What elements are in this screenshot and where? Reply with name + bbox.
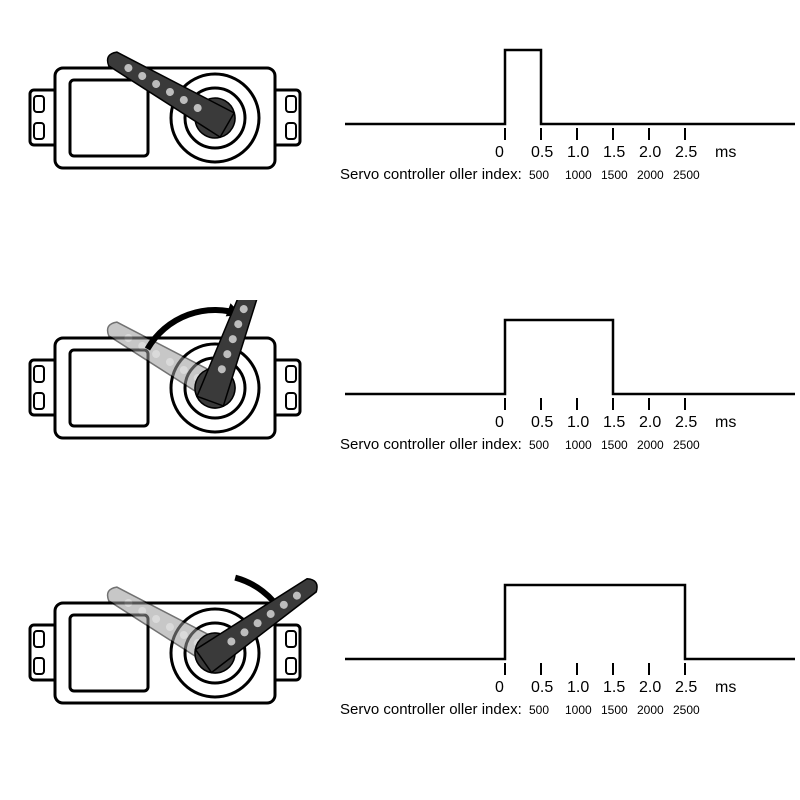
index-label: 2000 (637, 703, 664, 717)
tick-label: 1.5 (603, 679, 625, 697)
tick-label: 1.0 (567, 679, 589, 697)
servo-illustration (20, 565, 330, 765)
tick-label: 0.5 (531, 144, 553, 162)
index-label: 2500 (673, 168, 700, 182)
tick-label: 1.5 (603, 414, 625, 432)
index-label: 2500 (673, 703, 700, 717)
tick-label: 2.0 (639, 679, 661, 697)
tick-label: 2.0 (639, 414, 661, 432)
tick-label: 1.0 (567, 144, 589, 162)
tick-label: 1.5 (603, 144, 625, 162)
index-label: 500 (529, 703, 549, 717)
index-label: 1500 (601, 703, 628, 717)
index-label: 1500 (601, 168, 628, 182)
tick-label: 2.5 (675, 679, 697, 697)
diagram-row: 0 0.5 1.0 1.5 2.0 2.5 ms Servo controller oller… (0, 545, 800, 775)
index-label: 1000 (565, 438, 592, 452)
servo-illustration (20, 300, 330, 500)
servo-illustration (20, 30, 330, 230)
index-caption: Servo controller oller index: (340, 436, 522, 453)
index-label: 2000 (637, 438, 664, 452)
index-label: 2000 (637, 168, 664, 182)
unit-label: ms (715, 144, 736, 162)
index-caption: Servo controller oller index: (340, 166, 522, 183)
tick-label: 0 (495, 414, 504, 432)
tick-label: 2.5 (675, 414, 697, 432)
index-label: 2500 (673, 438, 700, 452)
tick-label: 0 (495, 144, 504, 162)
tick-label: 0 (495, 679, 504, 697)
index-label: 1000 (565, 168, 592, 182)
tick-label: 2.5 (675, 144, 697, 162)
unit-label: ms (715, 414, 736, 432)
tick-label: 0.5 (531, 414, 553, 432)
tick-label: 0.5 (531, 679, 553, 697)
index-caption: Servo controller oller index: (340, 701, 522, 718)
index-label: 500 (529, 168, 549, 182)
diagram-row: 0 0.5 1.0 1.5 2.0 2.5 ms Servo controller oller… (0, 10, 800, 240)
tick-label: 1.0 (567, 414, 589, 432)
index-label: 1500 (601, 438, 628, 452)
index-label: 500 (529, 438, 549, 452)
index-label: 1000 (565, 703, 592, 717)
diagram-row: 0 0.5 1.0 1.5 2.0 2.5 ms Servo controller oller… (0, 280, 800, 510)
tick-label: 2.0 (639, 144, 661, 162)
unit-label: ms (715, 679, 736, 697)
